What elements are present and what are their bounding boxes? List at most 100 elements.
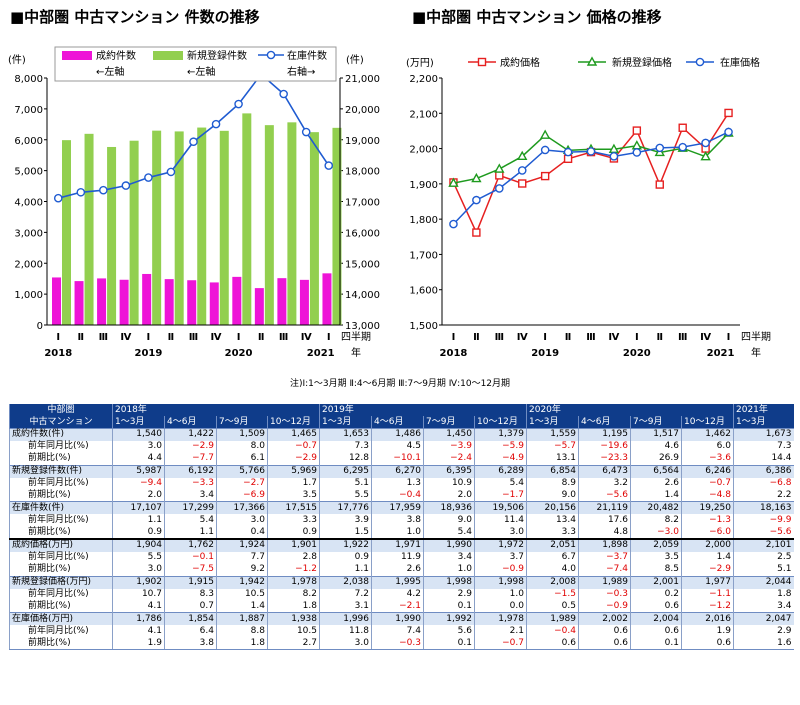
table-cell: 1,971 [371, 538, 424, 552]
table-cell: −1.7 [474, 489, 527, 502]
x-tick-label: Ⅳ [120, 332, 131, 343]
bar-new-listing-count [287, 122, 297, 325]
x-year-label: 2019 [135, 348, 163, 359]
point-new-listing-price [494, 163, 505, 173]
table-cell: 1,465 [267, 427, 320, 441]
bar-contract-count [299, 279, 309, 325]
legend-sub-label: ←左軸 [96, 65, 124, 78]
x-tick-label: Ⅰ [635, 332, 639, 343]
table-cell: 1,924 [216, 538, 268, 552]
table-cell: 10.5 [267, 625, 320, 638]
table-cell: 0.9 [319, 551, 372, 564]
table-cell: 1.5 [319, 526, 372, 540]
table-cell: −0.1 [164, 551, 217, 564]
table-cell: 4.2 [371, 588, 424, 601]
x-tick-label: Ⅰ [452, 332, 456, 343]
point-inventory-count [189, 137, 198, 147]
x-year-label: 2018 [44, 348, 72, 359]
table-cell: 21,119 [578, 501, 631, 515]
table-cell: 1,673 [733, 427, 794, 441]
bar-contract-count [277, 278, 287, 325]
table-cell: 9.0 [526, 489, 579, 502]
y-left-unit: (件) [8, 54, 26, 66]
bar-contract-count [97, 278, 107, 325]
table-cell: 1.1 [112, 514, 165, 527]
table-cell: 11.8 [319, 625, 372, 638]
point-new-listing-price [448, 177, 459, 187]
table-cell: 5.1 [733, 563, 794, 577]
y-unit: (万円) [406, 58, 434, 69]
x-tick-label: Ⅳ [211, 332, 222, 343]
table-cell: 1,915 [164, 575, 217, 589]
table-cell: 1,653 [319, 427, 372, 441]
table-cell: 7.4 [371, 625, 424, 638]
table-cell: 3.4 [733, 600, 794, 613]
table-cell: 1.8 [267, 600, 320, 613]
point-new-listing-price [539, 129, 551, 139]
table-cell: −5.7 [526, 440, 579, 453]
table-cell: 11.9 [371, 551, 424, 564]
table-cell: 6,246 [681, 464, 734, 478]
legend-marker-inventory [266, 50, 276, 60]
y-tick-label: 1,900 [409, 180, 438, 191]
point-inventory-price [724, 127, 733, 137]
table-cell: 5.4 [474, 477, 527, 490]
y-right-tick-label: 13,000 [345, 321, 380, 332]
table-cell: 1,195 [578, 427, 631, 441]
point-inventory-price [495, 184, 504, 193]
bar-new-listing-count [197, 127, 207, 325]
legend-marker [477, 57, 487, 67]
table-quarter-header: 1〜3月 [733, 416, 794, 429]
table-sub-row-label: 前期比(%) [9, 489, 113, 502]
table-cell: 2,001 [630, 575, 682, 589]
table-cell: −2.1 [371, 600, 424, 613]
table-cell: 0.6 [630, 600, 682, 613]
table-cell: 2,101 [733, 538, 794, 552]
table-sub-row-label: 前年同月比(%) [9, 514, 113, 527]
table-cell: 18,936 [423, 501, 475, 515]
table-cell: 11.4 [474, 514, 527, 527]
table-quarter-header: 7〜9月 [630, 416, 682, 429]
table-cell: 0.7 [164, 600, 217, 613]
table-quarter-header: 1〜3月 [526, 416, 579, 429]
table-cell: 0.9 [112, 526, 165, 540]
table-cell: 2,047 [733, 612, 794, 626]
table-cell: 2.9 [423, 588, 475, 601]
x-tick-label: Ⅳ [608, 332, 619, 343]
table-cell: 0.6 [630, 625, 682, 638]
count-chart: 0 1,000 2,000 3,000 4,000 5,000 6,000 7,000 8,00… [8, 46, 380, 359]
bar-contract-count [142, 273, 152, 325]
table-cell: 3.8 [164, 637, 217, 651]
table-cell: −3.0 [630, 526, 682, 540]
table-cell: 1,379 [474, 427, 527, 441]
table-cell: −9.4 [112, 477, 165, 490]
table-year-header: 2021年 [733, 404, 794, 416]
table-cell: −1.3 [681, 514, 734, 527]
table-cell: 2.8 [267, 551, 320, 564]
table-cell: −1.1 [681, 588, 734, 601]
point-inventory-count [121, 181, 131, 190]
table-cell: 17,299 [164, 501, 217, 515]
table-cell: 10.9 [423, 477, 475, 490]
point-inventory-count [53, 193, 63, 203]
point-inventory-price [701, 138, 710, 148]
table-cell: 3.5 [630, 551, 682, 564]
table-cell: 10.7 [112, 588, 165, 601]
x-year-label: 2018 [440, 348, 468, 359]
x-year-label: 2021 [307, 348, 335, 359]
legend-swatch-contract [62, 51, 92, 60]
table-row-label: 在庫価格(万円) [9, 612, 113, 626]
table-cell: 2.6 [371, 563, 424, 577]
table-cell: 8.2 [630, 514, 682, 527]
table-cell: 3.0 [112, 563, 165, 577]
table-year-header: 2018年 [112, 404, 320, 416]
table-cell: −9.9 [733, 514, 794, 527]
legend-label: 新規登録件数 [187, 49, 247, 62]
table-cell: 1,854 [164, 612, 217, 626]
table-cell: 10.5 [216, 588, 268, 601]
point-contract-price [518, 179, 527, 188]
table-year-header: 2019年 [319, 404, 527, 416]
table-corner-label: 中部圏 [9, 404, 113, 416]
table-cell: −0.9 [474, 563, 527, 577]
point-inventory-price [609, 152, 619, 161]
